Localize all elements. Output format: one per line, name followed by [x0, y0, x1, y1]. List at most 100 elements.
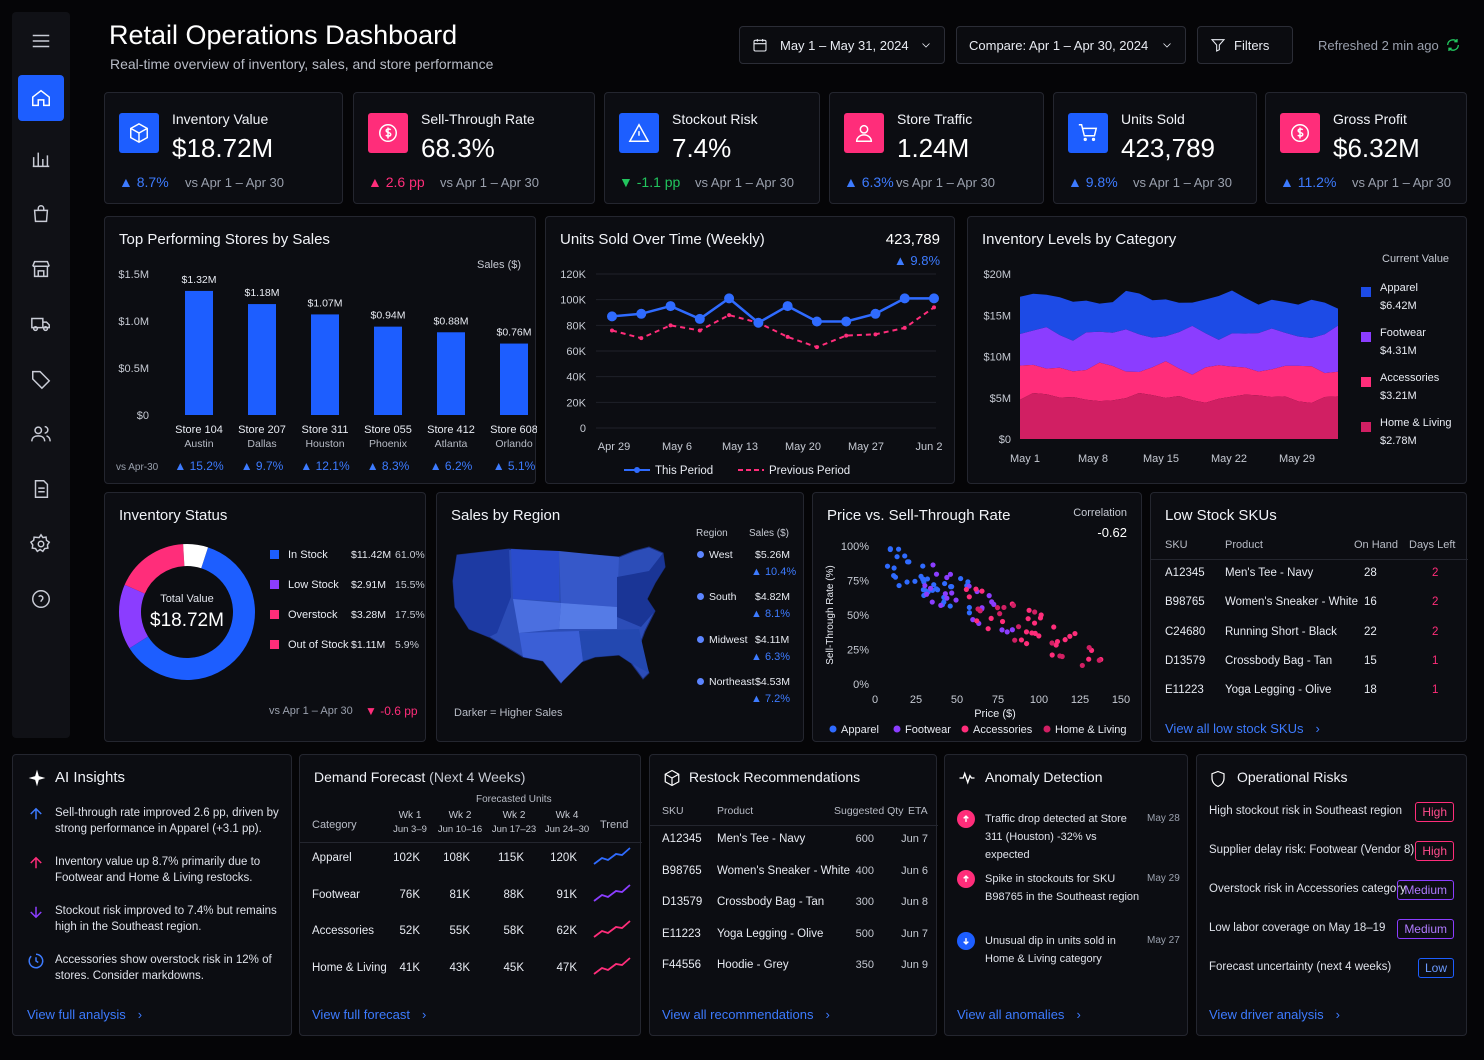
table-row[interactable]: E11223 Yoga Legging - Olive 18 1: [1151, 678, 1468, 706]
restock-qty: 400: [855, 864, 874, 877]
anomaly-date: May 29: [1147, 873, 1180, 884]
scatter-point: [892, 574, 899, 580]
bar-value-label: $1.32M: [181, 274, 216, 286]
y-tick-label: $5M: [990, 393, 1011, 405]
x-tick-label: Apr 29: [598, 441, 630, 453]
low-stock-cell: Yoga Legging - Olive: [1225, 684, 1332, 697]
table-row[interactable]: D13579 Crossbody Bag - Tan 300 Jun 8: [650, 896, 938, 922]
y-tick-label: 0: [580, 423, 586, 435]
tag-icon[interactable]: [18, 356, 64, 402]
table-row[interactable]: D13579 Crossbody Bag - Tan 15 1: [1151, 649, 1468, 677]
restock-title: Restock Recommendations: [689, 769, 861, 785]
view-full-analysis-label: View full analysis: [27, 1007, 126, 1022]
help-icon[interactable]: [18, 576, 64, 622]
table-row[interactable]: Home & Living 41K 43K 45K 47K: [300, 956, 642, 992]
table-row[interactable]: Accessories 52K 55K 58K 62K: [300, 920, 642, 955]
low-stock-cell: 2: [1432, 596, 1439, 609]
table-row[interactable]: Footwear 76K 81K 88K 91K: [300, 883, 642, 919]
anomaly-text: Traffic drop detected at Store 311 (Hous…: [985, 813, 1127, 861]
filters-button[interactable]: Filters: [1197, 26, 1293, 64]
view-full-forecast-link[interactable]: View full forecast ›: [312, 1007, 426, 1022]
units-sold-total: 423,789: [885, 231, 940, 248]
trend-sparkline: [592, 956, 632, 979]
users-icon[interactable]: [18, 411, 64, 457]
menu-icon[interactable]: [18, 18, 64, 64]
low-stock-cell: B98765: [1165, 596, 1205, 609]
scatter-point: [929, 599, 935, 605]
table-row[interactable]: A12345 Men's Tee - Navy 600 Jun 7: [650, 833, 938, 859]
store-delta: ▲ 12.1%: [300, 459, 350, 473]
forecast-category: Apparel: [312, 852, 352, 864]
view-full-analysis-link[interactable]: View full analysis ›: [27, 1007, 142, 1022]
x-tick-label: May 6: [662, 441, 692, 453]
warning-icon: [619, 113, 659, 153]
table-row[interactable]: A12345 Men's Tee - Navy 28 2: [1151, 561, 1468, 589]
legend-name: Apparel: [1380, 282, 1418, 294]
store-icon[interactable]: [18, 246, 64, 292]
chevron-right-icon: ›: [1335, 1007, 1340, 1022]
inventory-levels-title: Inventory Levels by Category: [982, 231, 1177, 248]
table-row[interactable]: B98765 Women's Sneaker - White 400 Jun 6: [650, 865, 938, 891]
table-row[interactable]: C24680 Running Short - Black 22 2: [1151, 620, 1468, 648]
view-all-anomalies-link[interactable]: View all anomalies ›: [957, 1007, 1081, 1022]
document-icon[interactable]: [18, 466, 64, 512]
scatter-point: [997, 611, 1003, 617]
sales-region-title: Sales by Region: [451, 507, 561, 524]
legend-pct: 15.5%: [395, 579, 425, 591]
previous-period-point: [727, 313, 732, 318]
shopping-bag-icon[interactable]: [18, 191, 64, 237]
forecasted-units-header: Forecasted Units: [476, 794, 552, 805]
this-period-point: [607, 311, 617, 322]
chevron-down-icon: [1163, 43, 1171, 48]
risk-badge: Medium: [1397, 919, 1454, 939]
kpi-delta: ▲ 6.3%: [844, 174, 894, 190]
date-range-picker[interactable]: May 1 – May 31, 2024: [739, 26, 945, 64]
this-period-point: [929, 293, 939, 304]
view-low-stock-link[interactable]: View all low stock SKUs ›: [1165, 721, 1320, 736]
table-row[interactable]: F44556 Hoodie - Grey 350 Jun 9: [650, 959, 938, 985]
bar-value-label: $0.88M: [433, 315, 468, 327]
region-col-header: Region: [696, 528, 728, 539]
table-row[interactable]: Apparel 102K 108K 115K 120K: [300, 847, 642, 882]
view-driver-analysis-link[interactable]: View driver analysis ›: [1209, 1007, 1340, 1022]
region-name: West: [709, 549, 733, 561]
refresh-icon[interactable]: [1445, 37, 1461, 53]
settings-icon[interactable]: [18, 521, 64, 567]
home-icon[interactable]: [18, 75, 64, 121]
scatter-point: [994, 605, 1001, 611]
legend-label: Footwear: [905, 724, 951, 736]
scatter-point: [924, 591, 930, 597]
kpi-compare: vs Apr 1 – Apr 30: [440, 175, 540, 190]
low-stock-cell: 28: [1364, 567, 1377, 579]
restock-qty: 350: [855, 959, 874, 971]
scatter-point: [942, 591, 948, 597]
low-stock-cell: A12345: [1165, 567, 1205, 579]
scatter-point: [1036, 633, 1042, 639]
view-driver-analysis-label: View driver analysis: [1209, 1007, 1324, 1022]
y-tick-label: 25%: [847, 645, 869, 657]
divider: [300, 842, 642, 843]
demand-forecast-panel: Demand Forecast (Next 4 Weeks) Forecaste…: [299, 754, 642, 1036]
view-all-recommendations-link[interactable]: View all recommendations ›: [662, 1007, 830, 1022]
table-row[interactable]: E11223 Yoga Legging - Olive 500 Jun 7: [650, 928, 938, 954]
legend-swatch: [270, 580, 279, 589]
scatter-point: [891, 565, 897, 571]
area-accessories: [1020, 361, 1338, 404]
low-stock-header: Days Left: [1409, 539, 1456, 551]
low-stock-cell: Running Short - Black: [1225, 625, 1337, 638]
compare-picker[interactable]: Compare: Apr 1 – Apr 30, 2024: [956, 26, 1186, 64]
this-period-point: [636, 308, 647, 319]
arrow-down-icon: [27, 903, 45, 924]
units-sold-chart: 0 20K 40K 60K 80K 100K 120K Apr 29 May 6 May 13 Ma…: [560, 269, 942, 477]
bar-chart-icon[interactable]: [18, 136, 64, 182]
forecast-value: 45K: [503, 961, 524, 974]
truck-icon[interactable]: [18, 301, 64, 347]
table-row[interactable]: B98765 Women's Sneaker - White 16 2: [1151, 590, 1468, 618]
city-label: Austin: [184, 438, 213, 450]
y-tick-label: 60K: [566, 346, 586, 358]
page-subtitle: Real-time overview of inventory, sales, …: [110, 56, 494, 72]
legend-label: Low Stock: [288, 579, 339, 591]
bar-value-label: $1.07M: [307, 297, 342, 309]
x-tick-label: 75: [992, 694, 1004, 706]
risk-text: High stockout risk in Southeast region: [1209, 805, 1403, 817]
